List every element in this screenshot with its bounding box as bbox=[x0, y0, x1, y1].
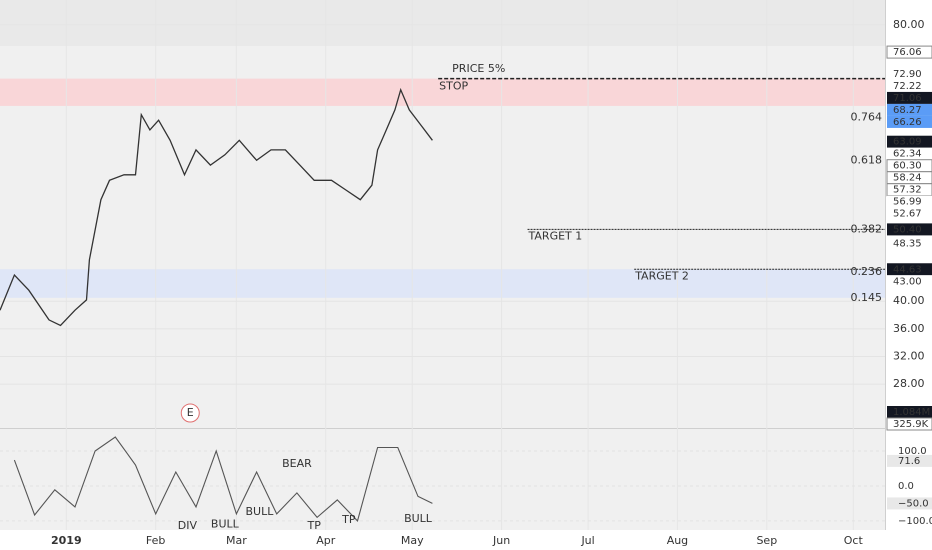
fib-label: 0.382 bbox=[851, 222, 883, 235]
zone bbox=[0, 269, 885, 298]
price-label: 56.99 bbox=[893, 197, 922, 208]
price-label: 57.32 bbox=[893, 185, 922, 196]
price-label-box bbox=[886, 417, 932, 431]
x-tick-label: 2019 bbox=[51, 534, 82, 547]
price-label-box bbox=[887, 91, 932, 104]
top-band bbox=[0, 0, 885, 46]
price-label: 43.00 bbox=[893, 276, 922, 287]
price-label: 68.27 bbox=[893, 105, 922, 116]
x-tick-label: Feb bbox=[146, 534, 165, 547]
y-tick-label: 40.00 bbox=[893, 294, 925, 307]
osc-label: −50.0 bbox=[898, 498, 929, 509]
x-tick-label: Sep bbox=[756, 534, 777, 547]
level-label: TARGET 2 bbox=[634, 269, 689, 282]
price-label-box bbox=[887, 237, 932, 250]
event-marker bbox=[180, 403, 200, 423]
signal-label: BULL bbox=[246, 505, 275, 518]
price-label: 71.06 bbox=[893, 93, 922, 104]
y-tick-label: 36.00 bbox=[893, 322, 925, 335]
fib-label: 0.618 bbox=[851, 153, 883, 166]
price-label: 58.24 bbox=[893, 173, 922, 184]
x-tick-label: Mar bbox=[226, 534, 247, 547]
price-label: 48.35 bbox=[893, 239, 922, 250]
event-label: E bbox=[187, 406, 194, 419]
price-label-box bbox=[886, 45, 932, 59]
x-tick-label: Jul bbox=[580, 534, 594, 547]
osc-label: 71.6 bbox=[898, 456, 920, 467]
price-label-box bbox=[887, 147, 932, 160]
price-label-box bbox=[887, 406, 932, 418]
price-label-box bbox=[887, 103, 932, 116]
price-line bbox=[0, 87, 433, 327]
price-label: 62.34 bbox=[893, 149, 922, 160]
price-label-box bbox=[887, 223, 932, 236]
x-tick-label: Jun bbox=[492, 534, 510, 547]
price-label-box bbox=[887, 195, 932, 208]
price-label-box bbox=[887, 67, 932, 80]
osc-label-box bbox=[887, 497, 932, 510]
price-label-box bbox=[887, 115, 932, 128]
x-tick-label: May bbox=[401, 534, 424, 547]
price-label: 50.40 bbox=[893, 224, 922, 235]
price-label-box bbox=[887, 263, 932, 276]
fib-label: 0.764 bbox=[851, 110, 883, 123]
osc-tick-label: 0.0 bbox=[898, 481, 914, 492]
price-tag: PRICE 5% bbox=[452, 62, 505, 75]
price-label: 72.90 bbox=[893, 69, 922, 80]
price-label: 66.26 bbox=[893, 117, 922, 128]
x-tick-label: Oct bbox=[844, 534, 864, 547]
price-label-box bbox=[887, 135, 932, 148]
price-label-box bbox=[887, 207, 932, 220]
y-tick-label: 32.00 bbox=[893, 350, 925, 363]
price-label: 52.67 bbox=[893, 209, 922, 220]
price-label: 63.09 bbox=[893, 137, 922, 148]
zone bbox=[0, 78, 885, 106]
osc-tick-label: −100.0 bbox=[898, 516, 932, 527]
signal-label: BULL bbox=[211, 517, 240, 530]
x-tick-label: Aug bbox=[667, 534, 688, 547]
y-tick-label: 80.00 bbox=[893, 18, 925, 31]
price-label: 60.30 bbox=[893, 161, 922, 172]
price-label: 325.9K bbox=[893, 419, 929, 430]
signal-label: TP bbox=[341, 513, 356, 526]
time-axis bbox=[0, 530, 886, 550]
signal-label: BEAR bbox=[282, 457, 312, 470]
x-tick-label: Apr bbox=[316, 534, 336, 547]
price-label-box bbox=[887, 275, 932, 288]
signal-label: BULL bbox=[404, 512, 433, 525]
y-tick-label: 28.00 bbox=[893, 377, 925, 390]
level-label: STOP bbox=[439, 80, 468, 93]
osc-tick-label: 100.0 bbox=[898, 446, 927, 457]
level-label: TARGET 1 bbox=[528, 229, 583, 242]
signal-label: TP bbox=[307, 519, 322, 532]
fib-label: 0.236 bbox=[851, 265, 883, 278]
osc-label-box bbox=[887, 454, 932, 467]
price-label: 1.084M bbox=[893, 407, 930, 418]
fib-label: 0.145 bbox=[851, 291, 883, 304]
price-label: 72.22 bbox=[893, 81, 922, 92]
price-label-box bbox=[887, 79, 932, 92]
price-label: 44.63 bbox=[893, 264, 922, 275]
signal-label: DIV bbox=[178, 519, 198, 532]
oscillator-line bbox=[13, 436, 433, 522]
price-label: 76.06 bbox=[893, 47, 922, 58]
